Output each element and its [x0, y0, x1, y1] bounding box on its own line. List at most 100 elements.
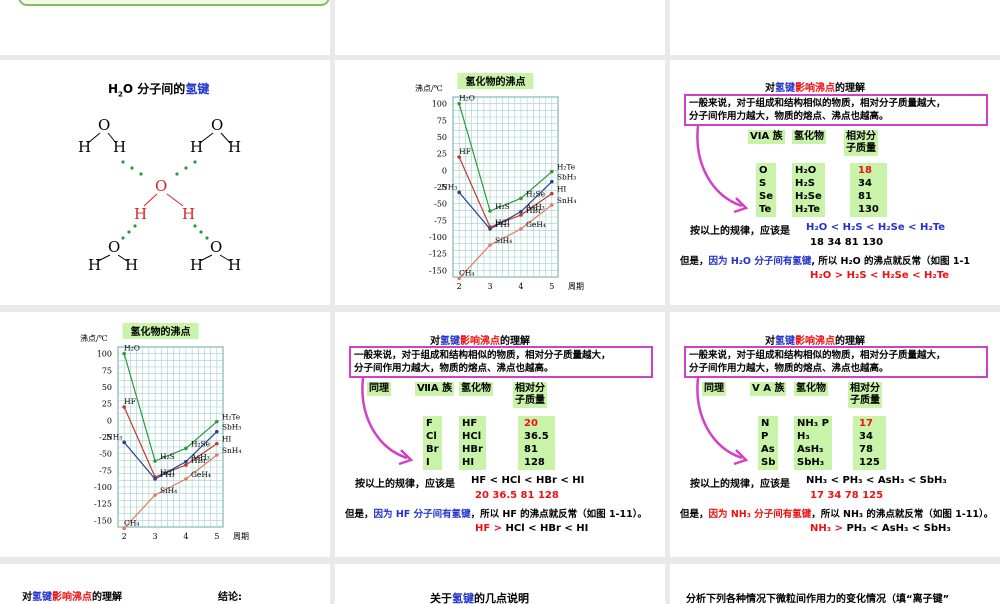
data-point: [550, 179, 554, 184]
svg-text:O: O: [108, 238, 120, 256]
x-tick-label: 4: [183, 532, 188, 541]
elements-column: O S Se Te: [756, 163, 776, 217]
data-point: [215, 419, 219, 424]
exception-text: 但是，因为 NH₃ 分子间有氢键，所以 NH₃ 的沸点就反常（如图 1-11）。: [680, 509, 994, 520]
rule-prefix: 按以上的规律，应该是: [355, 479, 455, 490]
data-point: [457, 190, 461, 195]
rule-prefix: 按以上的规律，应该是: [690, 226, 790, 237]
header-compound: 氢化物: [792, 130, 826, 144]
data-point: [519, 213, 523, 217]
slide-viia[interactable]: 对氢键影响沸点的理解 一般来说，对于组成和结构相似的物质，相对分子质量越大， 分子…: [335, 312, 665, 557]
y-tick-label: 0: [107, 416, 112, 425]
data-label: AsH₃: [525, 203, 545, 212]
header-compound: 氢化物: [459, 382, 493, 396]
arrow-curve: [696, 125, 749, 214]
data-label: HF: [459, 147, 471, 156]
header-group: V A 族: [750, 382, 787, 396]
slide-chart-top[interactable]: 氢化物的沸点 沸点/℃ 100 75 50 25 0 -25 -50 -75 -100 -125 -15…: [335, 60, 665, 305]
y-tick-label: -25: [434, 183, 447, 192]
slide-title: H2O 分子间的氢键: [108, 82, 210, 99]
header-group: ⅦA 族: [415, 382, 455, 396]
x-tick-label: 3: [488, 282, 493, 291]
data-label: PH₃: [495, 220, 510, 229]
slide-10[interactable]: 对氢键影响沸点的理解 结论:: [0, 564, 330, 604]
y-tick-label: 50: [102, 383, 112, 392]
data-label: SiH₄: [495, 236, 512, 245]
data-point: [153, 459, 157, 463]
data-label: HF: [124, 397, 136, 406]
y-tick-label: 25: [437, 150, 447, 159]
elements-column: F Cl Br I: [423, 416, 442, 470]
data-label: H₂Se: [526, 189, 546, 198]
data-point: [457, 276, 461, 281]
data-point: [184, 477, 188, 481]
svg-text:O: O: [98, 116, 110, 134]
slide-via[interactable]: 对氢键影响沸点的理解 一般来说，对于组成和结构相似的物质，相对分子质量越大， 分子…: [670, 60, 1000, 305]
expected-order: H₂O < H₂S < H₂Se < H₂Te: [806, 222, 945, 233]
data-label: SiH₄: [160, 486, 177, 495]
expected-masses: 18 34 81 130: [810, 237, 884, 248]
slide-va[interactable]: 对氢键影响沸点的理解 一般来说，对于组成和结构相似的物质，相对分子质量越大， 分子…: [670, 312, 1000, 557]
data-label: SnH₄: [222, 446, 242, 455]
slide-3[interactable]: [670, 0, 1000, 55]
y-tick-label: -50: [99, 450, 112, 459]
svg-text:H: H: [228, 256, 241, 274]
rule-box: 一般来说，对于组成和结构相似的物质，相对分子质量越大， 分子间作用力越大，物质的熔…: [349, 346, 653, 378]
y-tick-label: -100: [429, 233, 447, 242]
x-tick-label: 5: [214, 532, 219, 541]
svg-text:H: H: [190, 256, 203, 274]
slide-heading: 对氢键影响沸点的理解: [765, 336, 865, 347]
slide-12[interactable]: 分析下列各种情况下微粒间作用力的变化情况（填“离子键”: [670, 564, 1000, 604]
data-point: [153, 477, 157, 481]
data-label: HBr: [191, 456, 207, 465]
svg-text:H: H: [134, 205, 147, 223]
header-group: VIA 族: [748, 130, 785, 144]
data-label: HI: [557, 185, 567, 194]
arrow-curve: [696, 377, 749, 466]
data-label: H₂S: [495, 202, 510, 211]
rule-box: 一般来说，对于组成和结构相似的物质，相对分子质量越大， 分子间作用力越大，物质的熔…: [684, 346, 988, 378]
arrow-curve: [361, 377, 414, 466]
y-tick-label: -25: [99, 433, 112, 442]
series-line: [123, 454, 218, 529]
slide-1[interactable]: [0, 0, 330, 55]
data-point: [457, 101, 461, 106]
data-point: [122, 440, 126, 445]
data-label: PH₃: [160, 470, 175, 479]
y-axis-label: 沸点/℃: [415, 83, 443, 93]
data-label: SbH₃: [557, 173, 577, 182]
data-label: CH₄: [124, 518, 139, 527]
data-label: H₂Te: [557, 163, 576, 172]
chart-title: 氢化物的沸点: [466, 75, 526, 88]
data-point: [153, 493, 157, 497]
y-tick-label: -100: [94, 483, 112, 492]
y-tick-label: -50: [434, 200, 447, 209]
y-tick-label: -75: [99, 466, 112, 475]
data-point: [550, 203, 554, 207]
x-tick-label: 2: [122, 532, 127, 541]
series-line: [123, 353, 218, 462]
data-point: [519, 227, 523, 231]
data-label: GeH₄: [526, 220, 546, 229]
slide-chart-bottom[interactable]: 氢化物的沸点 沸点/℃ 100 75 50 25 0 -25 -50 -75 -100 -125 -15…: [0, 312, 330, 557]
data-label: GeH₄: [191, 470, 211, 479]
data-point: [519, 209, 523, 214]
actual-order: NH₃ > PH₃ < AsH₃ < SbH₃: [810, 523, 951, 534]
rule-prefix: 按以上的规律，应该是: [690, 479, 790, 490]
data-label: H₂Te: [222, 413, 241, 422]
data-label: H₂O: [459, 94, 475, 103]
slide-2[interactable]: [335, 0, 665, 55]
exception-text: 但是，因为 HF 分子间有氢键，所以 HF 的沸点就反常（如图 1-11）。: [345, 509, 647, 520]
data-point: [122, 526, 126, 531]
data-label: HI: [222, 435, 232, 444]
y-tick-label: -125: [94, 500, 112, 509]
svg-text:O: O: [210, 238, 222, 256]
slide-heading: 分析下列各种情况下微粒间作用力的变化情况（填“离子键”: [686, 594, 950, 604]
slide-11[interactable]: 关于氢键的几点说明: [335, 564, 665, 604]
svg-text:H: H: [88, 256, 101, 274]
svg-text:H: H: [228, 138, 241, 156]
data-point: [488, 209, 492, 213]
data-point: [519, 196, 523, 201]
y-tick-label: 50: [437, 133, 447, 142]
